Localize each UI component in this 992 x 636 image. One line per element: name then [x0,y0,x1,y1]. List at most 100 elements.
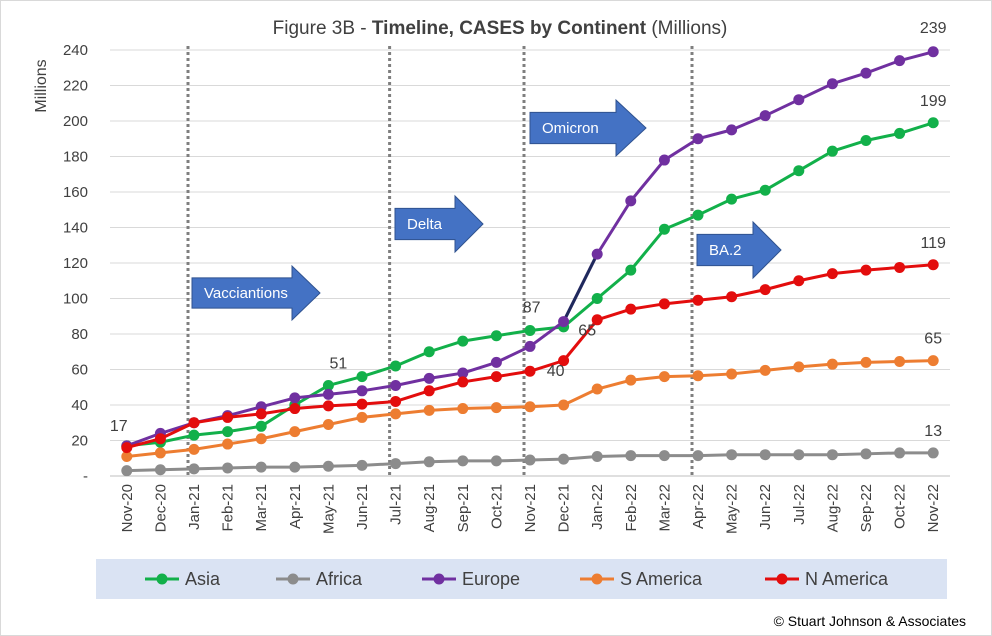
data-point [793,165,805,177]
data-point [356,411,368,423]
data-label: 40 [547,363,565,380]
data-point [759,110,771,122]
legend-label: Asia [185,569,221,589]
series-s-america [121,355,939,462]
data-point [625,450,637,462]
series-n-america [121,259,939,454]
data-point [524,454,536,466]
y-tick-label: 220 [63,78,88,95]
y-tick-label: 240 [63,42,88,59]
legend-item: Asia [145,569,221,589]
y-tick-label: 20 [71,433,88,450]
data-point [255,461,267,473]
x-tick-label: Jan-21 [186,484,203,530]
title-prefix: Figure 3B - [273,18,372,39]
data-point [927,447,939,459]
data-point [894,55,906,67]
data-point [423,346,435,358]
data-point [289,426,301,438]
data-label: 119 [920,235,946,252]
data-point [625,374,637,386]
y-tick-label: 200 [63,113,88,130]
legend-marker [156,573,168,585]
data-point [658,223,670,235]
data-point [188,417,200,429]
annotation-arrows: Vacciantions Delta Omicron BA.2 [191,98,782,322]
x-tick-label: Apr-21 [287,484,304,529]
data-point [322,388,334,400]
data-point [692,370,704,382]
x-tick-label: Oct-22 [892,484,909,529]
data-point [423,404,435,416]
data-point [255,420,267,432]
data-point [121,442,133,454]
data-label: 65 [924,331,942,348]
data-point [390,360,402,372]
data-point [322,379,334,391]
data-point [322,400,334,412]
legend-item: Africa [276,569,363,589]
x-tick-label: Dec-21 [556,484,573,532]
data-point [860,135,872,147]
data-point [860,67,872,79]
legend-marker [433,573,445,585]
data-point [826,449,838,461]
legend-marker [591,573,603,585]
x-tick-label: Mar-22 [656,484,673,532]
data-point [726,124,738,136]
data-point [860,356,872,368]
data-point [289,403,301,415]
legend-label: N America [805,569,889,589]
annotation-text: BA.2 [709,242,742,259]
x-tick-label: Jan-22 [589,484,606,530]
data-point [692,294,704,306]
data-point [927,46,939,58]
annotation-text: Delta [407,216,443,233]
data-point [658,450,670,462]
data-label: 239 [920,20,947,37]
data-point [356,459,368,471]
data-point [793,449,805,461]
x-tick-label: Aug-22 [824,484,841,532]
data-point [860,264,872,276]
x-tick-label: Oct-21 [488,484,505,529]
data-point [222,462,234,474]
data-point [255,433,267,445]
y-tick-label: 120 [63,255,88,272]
data-point [222,411,234,423]
x-tick-label: May-21 [320,484,337,534]
y-tick-label: 40 [71,397,88,414]
data-point [289,392,301,404]
data-point [793,361,805,373]
data-point [390,408,402,420]
data-point [793,94,805,106]
data-point [222,426,234,438]
x-tick-label: Feb-21 [220,484,237,532]
data-point [658,154,670,166]
legend-label: S America [620,569,703,589]
data-point [894,356,906,368]
data-point [558,316,570,328]
y-tick-label: 60 [71,362,88,379]
data-point [759,284,771,296]
data-point [188,463,200,475]
x-tick-label: Apr-22 [690,484,707,529]
annotation-text: Omicron [542,120,599,137]
data-label: 65 [578,323,596,340]
data-point [490,455,502,467]
data-point [524,365,536,377]
annotation-arrow [529,98,647,158]
data-point [826,268,838,280]
data-label: 199 [920,93,947,110]
data-point [121,450,133,462]
data-point [927,117,939,129]
data-point [625,195,637,207]
data-point [457,455,469,467]
data-point [692,209,704,221]
data-point [894,261,906,273]
legend-label: Africa [316,569,363,589]
legend-label: Europe [462,569,520,589]
data-point [524,340,536,352]
data-label: 13 [924,423,942,440]
